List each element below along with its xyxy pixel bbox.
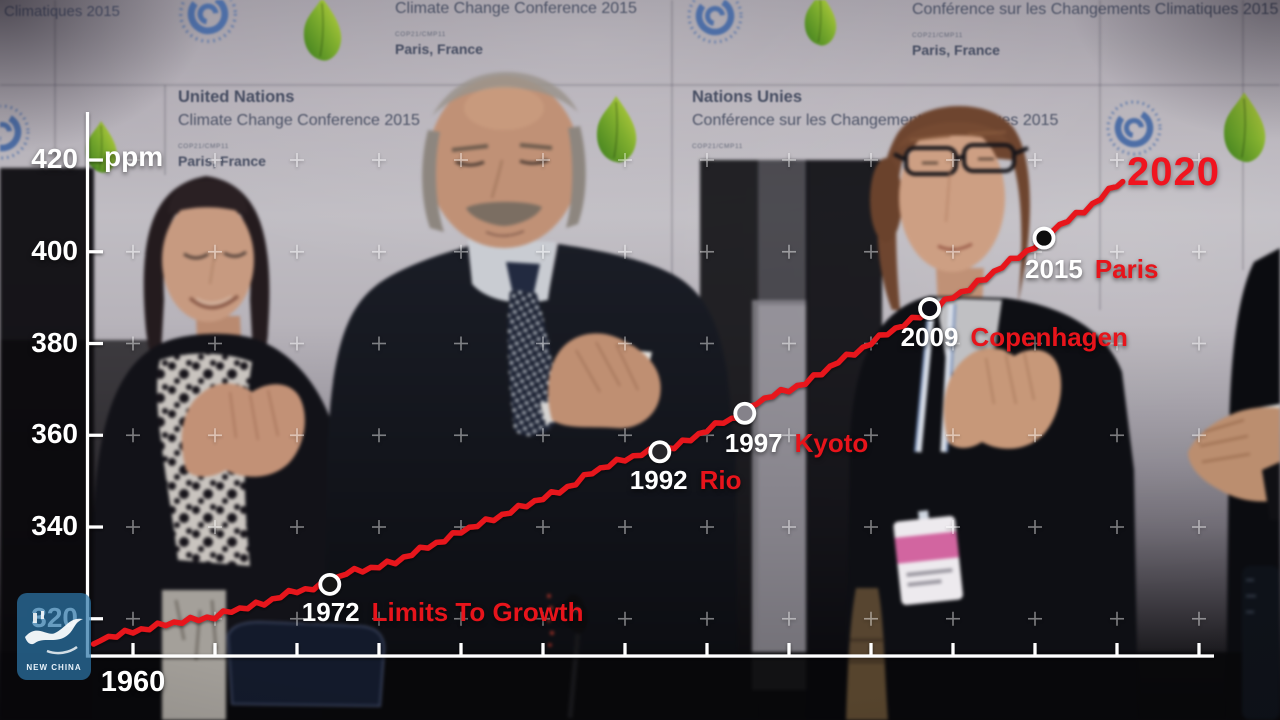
new-china-watermark: NEW CHINA: [17, 593, 91, 680]
grid-cross-marks: [126, 153, 1206, 626]
axes: [85, 112, 1214, 658]
event-marker-2009: [918, 297, 941, 320]
watermark-text: NEW CHINA: [26, 663, 82, 672]
x-axis-tick-label: 1960: [100, 666, 166, 698]
new-china-logo-icon: [25, 611, 83, 655]
event-marker-2015: [1032, 226, 1056, 250]
co2-curve: [90, 178, 1126, 647]
event-marker-1992: [648, 440, 672, 464]
y-axis-unit-label: ppm: [104, 141, 164, 172]
end-year-label: 2020: [1127, 150, 1220, 194]
event-marker-1997: [733, 401, 757, 425]
event-marker-1972: [318, 572, 342, 596]
